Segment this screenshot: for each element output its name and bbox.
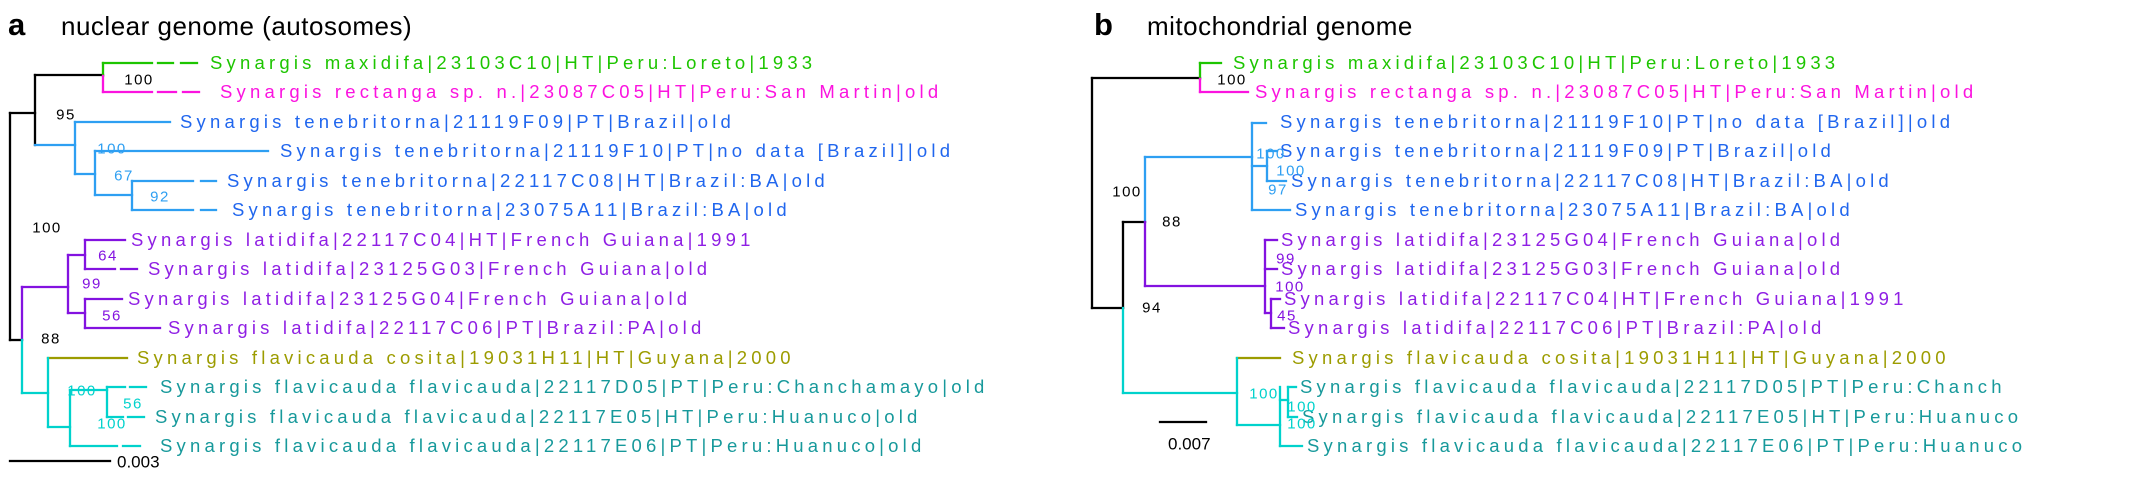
tip-label: Synargis flavicauda flavicauda|22117E06|… bbox=[1307, 434, 2027, 456]
tip-label: Synargis tenebritorna|23075A11|Brazil:BA… bbox=[232, 198, 791, 220]
support-value: 100 bbox=[32, 219, 62, 237]
panel-b-letter: b bbox=[1094, 7, 1113, 42]
support-value: 92 bbox=[150, 188, 170, 206]
tip-label: Synargis rectanga sp. n.|23087C05|HT|Per… bbox=[1255, 80, 1978, 102]
support-value: 100 bbox=[97, 415, 127, 433]
tip-label: Synargis rectanga sp. n.|23087C05|HT|Per… bbox=[220, 80, 943, 102]
support-value: 100 bbox=[1276, 162, 1306, 180]
tip-label: Synargis flavicauda flavicauda|22117D05|… bbox=[160, 375, 989, 397]
support-value: 100 bbox=[1287, 415, 1317, 433]
scale-bar-label: 0.007 bbox=[1168, 434, 1211, 454]
tip-label: Synargis flavicauda flavicauda|22117D05|… bbox=[1300, 375, 2006, 397]
panel-a-letter: a bbox=[8, 7, 26, 42]
support-value: 99 bbox=[1276, 250, 1296, 268]
tip-label: Synargis tenebritorna|23075A11|Brazil:BA… bbox=[1295, 198, 1854, 220]
support-value: 97 bbox=[1268, 181, 1288, 199]
support-value: 100 bbox=[1112, 183, 1142, 201]
support-value: 100 bbox=[97, 140, 127, 158]
support-value: 45 bbox=[1277, 307, 1297, 325]
support-value: 100 bbox=[1275, 278, 1305, 296]
tip-label: Synargis latidifa|22117C06|PT|Brazil:PA|… bbox=[168, 316, 706, 338]
tip-label: Synargis flavicauda flavicauda|22117E05|… bbox=[155, 405, 922, 427]
support-value: 94 bbox=[1142, 299, 1162, 317]
tip-label: Synargis tenebritorna|21119F09|PT|Brazil… bbox=[1280, 139, 1836, 161]
tip-label: Synargis flavicauda flavicauda|22117E06|… bbox=[160, 434, 926, 456]
support-value: 100 bbox=[1287, 398, 1317, 416]
support-value: 100 bbox=[1217, 71, 1247, 89]
tip-label: Synargis tenebritorna|21119F09|PT|Brazil… bbox=[180, 110, 736, 132]
support-value: 100 bbox=[67, 382, 97, 400]
tip-label: Synargis tenebritorna|21119F10|PT|no dat… bbox=[280, 139, 955, 161]
tip-label: Synargis latidifa|22117C06|PT|Brazil:PA|… bbox=[1288, 316, 1826, 338]
support-value: 88 bbox=[1162, 213, 1182, 231]
tip-label: Synargis tenebritorna|22117C08|HT|Brazil… bbox=[1291, 169, 1893, 191]
tip-label: Synargis tenebritorna|22117C08|HT|Brazil… bbox=[227, 169, 829, 191]
support-value: 56 bbox=[123, 395, 143, 413]
panel-a-title: nuclear genome (autosomes) bbox=[61, 11, 413, 41]
support-value: 100 bbox=[124, 71, 154, 89]
tip-label: Synargis latidifa|23125G04|French Guiana… bbox=[128, 287, 692, 309]
tip-label: Synargis latidifa|23125G03|French Guiana… bbox=[148, 257, 712, 279]
tip-label: Synargis maxidifa|23103C10|HT|Peru:Loret… bbox=[1233, 51, 1840, 73]
tip-label: Synargis latidifa|22117C04|HT|French Gui… bbox=[131, 228, 755, 250]
tip-label: Synargis tenebritorna|21119F10|PT|no dat… bbox=[1280, 110, 1955, 132]
support-value: 100 bbox=[1256, 145, 1286, 163]
support-value: 100 bbox=[1249, 385, 1279, 403]
support-value: 95 bbox=[56, 106, 76, 124]
support-value: 67 bbox=[114, 167, 134, 185]
support-value: 64 bbox=[98, 247, 118, 265]
tip-label: Synargis flavicauda cosita|19031H11|HT|G… bbox=[137, 346, 795, 368]
tip-label: Synargis flavicauda cosita|19031H11|HT|G… bbox=[1292, 346, 1950, 368]
tip-label: Synargis flavicauda flavicauda|22117E05|… bbox=[1302, 405, 2023, 427]
support-value: 99 bbox=[82, 275, 102, 293]
tip-label: Synargis latidifa|22117C04|HT|French Gui… bbox=[1284, 287, 1908, 309]
panel-b-title: mitochondrial genome bbox=[1147, 11, 1413, 41]
scale-bar-label: 0.003 bbox=[117, 452, 160, 472]
tip-label: Synargis maxidifa|23103C10|HT|Peru:Loret… bbox=[210, 51, 817, 73]
support-value: 56 bbox=[102, 307, 122, 325]
support-value: 88 bbox=[41, 330, 61, 348]
tip-label: Synargis latidifa|23125G03|French Guiana… bbox=[1281, 257, 1845, 279]
tip-label: Synargis latidifa|23125G04|French Guiana… bbox=[1281, 228, 1845, 250]
